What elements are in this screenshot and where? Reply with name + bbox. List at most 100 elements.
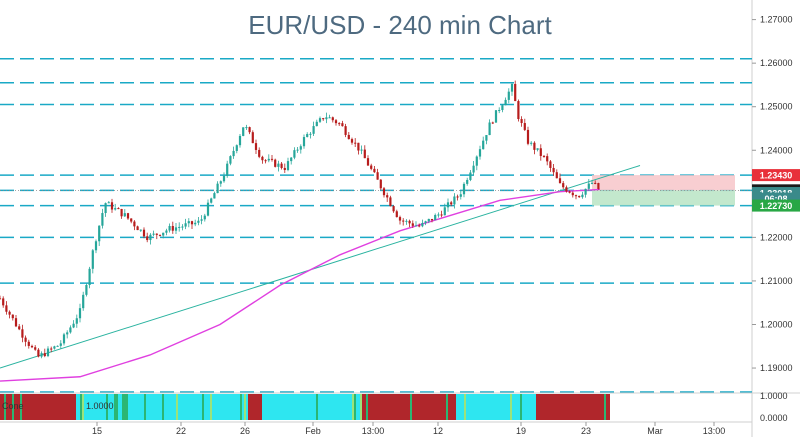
indicator-bar	[50, 394, 52, 420]
indicator-bar	[324, 394, 326, 420]
candle-body	[363, 149, 366, 159]
indicator-bar	[72, 394, 74, 420]
candle-body	[78, 308, 82, 319]
indicator-bar	[82, 394, 84, 420]
candle-body	[459, 194, 462, 197]
candle-body	[578, 195, 581, 198]
indicator-bar	[174, 394, 176, 420]
candle-body	[251, 132, 254, 144]
indicator-bar	[46, 394, 48, 420]
indicator-bar	[358, 394, 360, 420]
indicator-bar	[38, 394, 40, 420]
indicator-bar	[434, 394, 436, 420]
indicator-value: 1.0000	[86, 401, 114, 411]
candle-body	[104, 203, 107, 214]
indicator-bar	[290, 394, 292, 420]
indicator-bar	[390, 394, 392, 420]
candle-body	[587, 183, 590, 189]
candle-body	[21, 329, 24, 338]
x-tick-label: Feb	[305, 426, 321, 436]
indicator-bar	[404, 394, 406, 420]
indicator-bar	[162, 394, 164, 420]
indicator-bar	[282, 394, 284, 420]
candle-body	[478, 149, 482, 157]
indicator-bar	[182, 394, 184, 420]
candle-body	[194, 222, 197, 225]
candle-body	[248, 127, 251, 133]
indicator-bar	[484, 394, 486, 420]
indicator-bar	[332, 394, 334, 420]
candle-body	[514, 83, 517, 102]
candle-body	[270, 158, 274, 160]
indicator-bar	[242, 394, 244, 420]
indicator-bar	[320, 394, 322, 420]
x-tick-label: Mar	[647, 426, 663, 436]
indicator-bar	[20, 394, 22, 420]
indicator-bar	[126, 394, 128, 420]
indicator-bar	[204, 394, 206, 420]
candle-body	[187, 221, 190, 224]
indicator-bar	[140, 394, 142, 420]
indicator-bar	[532, 394, 534, 420]
candle-body	[414, 225, 418, 227]
candle-body	[398, 217, 402, 221]
candle-body	[443, 207, 446, 216]
candle-body	[517, 101, 520, 120]
candle-body	[562, 183, 565, 188]
indicator-bar	[12, 394, 14, 420]
indicator-bar	[190, 394, 192, 420]
candle-body	[110, 202, 114, 210]
indicator-bar	[56, 394, 58, 420]
candle-body	[114, 208, 117, 210]
candle-body	[149, 234, 152, 241]
candle-body	[360, 149, 363, 151]
candle-body	[158, 234, 162, 236]
indicator-bar	[272, 394, 274, 420]
indicator-bar	[238, 394, 240, 420]
indicator-bar	[448, 394, 450, 420]
indicator-bar	[396, 394, 398, 420]
indicator-bar	[356, 394, 358, 420]
indicator-bar	[300, 394, 302, 420]
indicator-bar	[0, 394, 2, 420]
indicator-bar	[262, 394, 264, 420]
indicator-bar	[510, 394, 512, 420]
indicator-bar	[360, 394, 362, 420]
indicator-bar	[230, 394, 232, 420]
candle-body	[242, 127, 245, 136]
indicator-bar	[166, 394, 168, 420]
take-profit-zone	[592, 190, 735, 206]
indicator-bar	[406, 394, 408, 420]
indicator-bar	[354, 394, 356, 420]
indicator-bar	[338, 394, 340, 420]
candle-body	[107, 202, 110, 204]
indicator-bar	[184, 394, 186, 420]
indicator-bar	[478, 394, 480, 420]
indicator-bar	[364, 394, 366, 420]
indicator-bar	[194, 394, 196, 420]
y-tick-label: 1.24000	[760, 145, 793, 155]
candle-body	[366, 158, 370, 166]
indicator-bar	[486, 394, 488, 420]
indicator-bar	[236, 394, 238, 420]
y-tick-label: 1.22000	[760, 232, 793, 242]
candle-body	[574, 195, 578, 197]
candle-body	[504, 99, 507, 106]
candle-body	[66, 332, 69, 335]
indicator-bar	[234, 394, 236, 420]
indicator-bar	[368, 394, 370, 420]
indicator-bar	[306, 394, 308, 420]
indicator-bar	[548, 394, 550, 420]
indicator-bar	[570, 394, 572, 420]
indicator-bar	[552, 394, 554, 420]
indicator-bar	[64, 394, 66, 420]
indicator-bar	[138, 394, 140, 420]
indicator-bar	[22, 394, 24, 420]
indicator-bar	[264, 394, 266, 420]
candle-body	[264, 160, 267, 162]
candle-body	[117, 208, 120, 210]
indicator-bar	[378, 394, 380, 420]
indicator-bar	[250, 394, 252, 420]
